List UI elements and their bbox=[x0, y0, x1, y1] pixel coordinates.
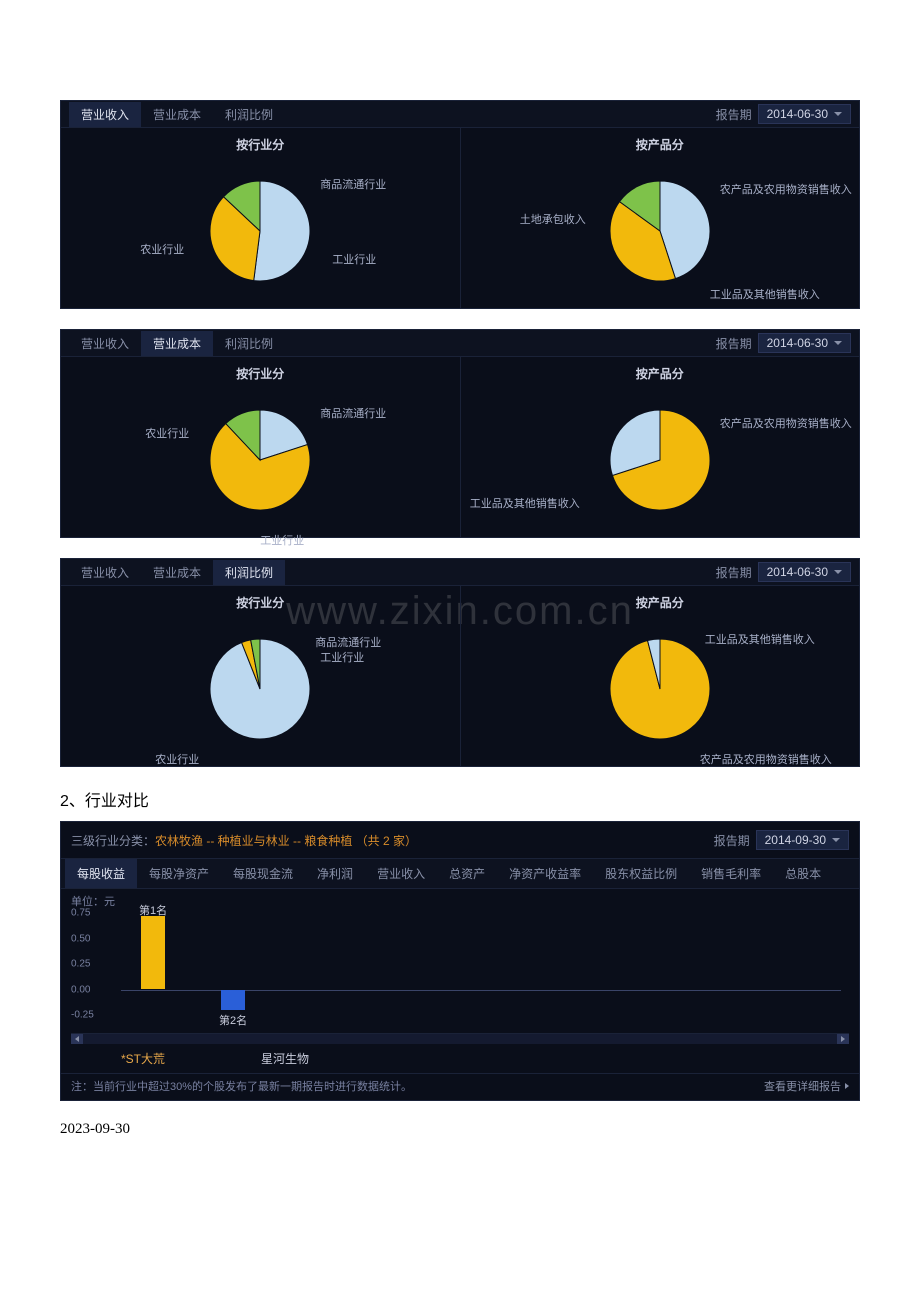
tab-profit[interactable]: 利润比例 bbox=[213, 102, 285, 127]
chart-product: 按产品分 农产品及农用物资销售收入 工业品及其他销售收入 bbox=[461, 586, 860, 766]
period-value: 2014-09-30 bbox=[765, 833, 826, 847]
tab-revenue[interactable]: 营业收入 bbox=[69, 560, 141, 585]
panel-header: 营业收入 营业成本 利润比例 报告期 2014-06-30 bbox=[61, 330, 859, 357]
period-select[interactable]: 2014-09-30 bbox=[756, 830, 849, 850]
period-value: 2014-06-30 bbox=[767, 107, 828, 121]
y-tick: 0.50 bbox=[71, 933, 90, 944]
chart-product: 按产品分 土地承包收入工业品及其他销售收入 农产品及农用物资销售收入 bbox=[461, 128, 860, 308]
bar bbox=[221, 990, 245, 1010]
pie-slice-label: 土地承包收入 bbox=[520, 211, 586, 227]
tab-cost[interactable]: 营业成本 bbox=[141, 331, 213, 356]
chart-title-product: 按产品分 bbox=[636, 136, 684, 153]
tab-revenue[interactable]: 营业收入 bbox=[69, 331, 141, 356]
pie-slice-label: 工业行业 bbox=[320, 649, 364, 665]
period-label: 报告期 bbox=[716, 106, 752, 123]
scroll-right-icon[interactable] bbox=[837, 1034, 849, 1044]
metric-tab[interactable]: 每股收益 bbox=[65, 859, 137, 888]
metric-tab[interactable]: 总股本 bbox=[773, 859, 833, 888]
unit-label: 单位：元 bbox=[61, 889, 859, 913]
pie-slice-label: 商品流通行业 bbox=[320, 405, 386, 421]
metric-tab[interactable]: 净资产收益率 bbox=[497, 859, 593, 888]
metric-tab[interactable]: 营业收入 bbox=[365, 859, 437, 888]
pie-slice-label: 商品流通行业 bbox=[320, 176, 386, 192]
panel-revenue: 营业收入 营业成本 利润比例 报告期 2014-06-30 按行业分 农业行业工… bbox=[60, 100, 860, 309]
more-link[interactable]: 查看更详细报告 bbox=[764, 1078, 849, 1094]
chart-industry: 按行业分 农业行业工业行业 商品流通行业 bbox=[61, 128, 461, 308]
pie-slice-label: 农业行业 bbox=[155, 751, 199, 767]
tab-profit[interactable]: 利润比例 bbox=[213, 560, 285, 585]
period-label: 报告期 bbox=[714, 832, 750, 849]
chart-title-product: 按产品分 bbox=[636, 594, 684, 611]
chevron-down-icon bbox=[832, 838, 840, 842]
y-tick: -0.25 bbox=[71, 1010, 94, 1021]
panel-header: 营业收入 营业成本 利润比例 报告期 2014-06-30 bbox=[61, 559, 859, 586]
panel-header: 营业收入 营业成本 利润比例 报告期 2014-06-30 bbox=[61, 101, 859, 128]
period-select[interactable]: 2014-06-30 bbox=[758, 562, 851, 582]
pie-slice-label: 工业品及其他销售收入 bbox=[705, 631, 815, 647]
metric-tab[interactable]: 每股净资产 bbox=[137, 859, 221, 888]
chart-industry: 按行业分 农业行业工业行业商品流通行业 bbox=[61, 357, 461, 537]
breadcrumb: 三级行业分类：农林牧渔 -- 种植业与林业 -- 粮食种植 （共 2 家） bbox=[71, 832, 417, 849]
bar-name: 星河生物 bbox=[261, 1050, 341, 1067]
metric-tab[interactable]: 净利润 bbox=[305, 859, 365, 888]
period-value: 2014-06-30 bbox=[767, 336, 828, 350]
metric-tab[interactable]: 销售毛利率 bbox=[689, 859, 773, 888]
chevron-down-icon bbox=[834, 112, 842, 116]
chart-product: 按产品分 工业品及其他销售收入 农产品及农用物资销售收入 bbox=[461, 357, 860, 537]
chevron-right-icon bbox=[845, 1083, 849, 1089]
section-heading: 2、行业对比 bbox=[60, 787, 860, 811]
y-tick: 0.25 bbox=[71, 959, 90, 970]
chevron-down-icon bbox=[834, 341, 842, 345]
tab-cost[interactable]: 营业成本 bbox=[141, 560, 213, 585]
chart-title-industry: 按行业分 bbox=[236, 136, 284, 153]
pie-slice-label: 农业行业 bbox=[145, 425, 189, 441]
metric-tab[interactable]: 每股现金流 bbox=[221, 859, 305, 888]
tab-cost[interactable]: 营业成本 bbox=[141, 102, 213, 127]
chart-title-industry: 按行业分 bbox=[236, 594, 284, 611]
bar-rank-label: 第2名 bbox=[219, 1012, 247, 1028]
chart-industry: 按行业分 农业行业 工业行业商品流通行业 bbox=[61, 586, 461, 766]
chevron-down-icon bbox=[834, 570, 842, 574]
pie-slice-label: 工业行业 bbox=[260, 532, 304, 548]
pie-slice-label: 农产品及农用物资销售收入 bbox=[720, 415, 852, 431]
footer-date: 2023-09-30 bbox=[60, 1121, 860, 1138]
pie-slice-label: 工业品及其他销售收入 bbox=[710, 286, 820, 302]
period-label: 报告期 bbox=[716, 335, 752, 352]
pie-slice-label: 农产品及农用物资销售收入 bbox=[720, 181, 852, 197]
pie-slice-label: 工业品及其他销售收入 bbox=[470, 495, 580, 511]
footnote: 注：当前行业中超过30%的个股发布了最新一期报告时进行数据统计。 bbox=[71, 1078, 412, 1094]
y-tick: 0.75 bbox=[71, 908, 90, 919]
panel-profit: www.zixin.com.cn 营业收入 营业成本 利润比例 报告期 2014… bbox=[60, 558, 860, 767]
scroll-left-icon[interactable] bbox=[71, 1034, 83, 1044]
tab-profit[interactable]: 利润比例 bbox=[213, 331, 285, 356]
metric-tab[interactable]: 股东权益比例 bbox=[593, 859, 689, 888]
y-tick: 0.00 bbox=[71, 984, 90, 995]
bar bbox=[141, 916, 165, 989]
bar-chart: 0.750.500.250.00-0.25 第1名第2名 bbox=[71, 913, 849, 1034]
scrollbar[interactable] bbox=[71, 1034, 849, 1044]
metric-tab[interactable]: 总资产 bbox=[437, 859, 497, 888]
metric-tabs: 每股收益每股净资产每股现金流净利润营业收入总资产净资产收益率股东权益比例销售毛利… bbox=[61, 858, 859, 889]
period-select[interactable]: 2014-06-30 bbox=[758, 104, 851, 124]
period-value: 2014-06-30 bbox=[767, 565, 828, 579]
comparison-panel: 三级行业分类：农林牧渔 -- 种植业与林业 -- 粮食种植 （共 2 家） 报告… bbox=[60, 821, 860, 1101]
chart-title-industry: 按行业分 bbox=[236, 365, 284, 382]
tab-revenue[interactable]: 营业收入 bbox=[69, 102, 141, 127]
panel-cost: 营业收入 营业成本 利润比例 报告期 2014-06-30 按行业分 农业行业工… bbox=[60, 329, 860, 538]
pie-slice-label: 农业行业 bbox=[140, 241, 184, 257]
bar-rank-label: 第1名 bbox=[139, 902, 167, 918]
bar-name: *ST大荒 bbox=[121, 1050, 201, 1067]
period-select[interactable]: 2014-06-30 bbox=[758, 333, 851, 353]
period-label: 报告期 bbox=[716, 564, 752, 581]
pie-slice-label: 农产品及农用物资销售收入 bbox=[700, 751, 832, 767]
pie-slice-label: 商品流通行业 bbox=[315, 634, 381, 650]
pie-slice-label: 工业行业 bbox=[332, 251, 376, 267]
chart-title-product: 按产品分 bbox=[636, 365, 684, 382]
